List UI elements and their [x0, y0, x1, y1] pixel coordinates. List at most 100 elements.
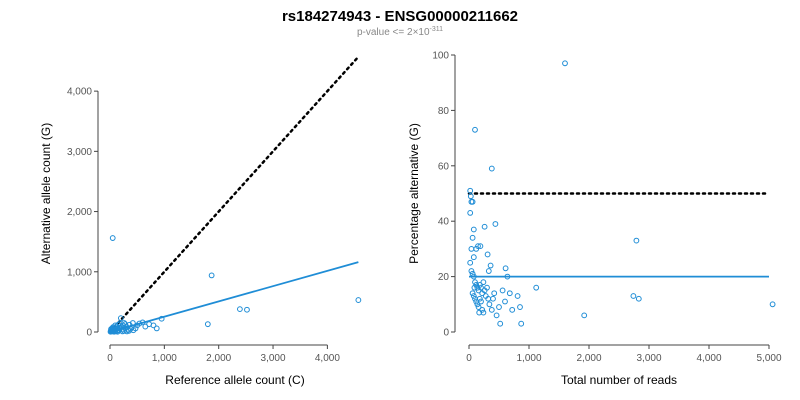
- data-point: [472, 126, 478, 133]
- x-tick-label: 2,000: [206, 353, 231, 364]
- data-point: [518, 320, 525, 327]
- data-point: [469, 198, 476, 205]
- data-point: [477, 243, 484, 250]
- y-tick-label: 1,000: [67, 267, 92, 278]
- x-tick-label: 4,000: [315, 353, 340, 364]
- data-point: [499, 287, 506, 294]
- data-point: [533, 284, 540, 291]
- left-scatter-panel: 0 1,000 2,000 3,000 4,000 0 1,000 2,000 3,000 4,0…: [39, 55, 362, 387]
- data-point: [633, 237, 640, 244]
- x-tick-label: 3,000: [636, 353, 661, 364]
- data-point: [497, 320, 504, 327]
- y-tick-label: 3,000: [67, 147, 92, 158]
- data-point: [121, 327, 128, 334]
- data-point: [470, 273, 477, 280]
- data-point: [470, 226, 477, 233]
- data-point: [134, 322, 141, 329]
- data-point: [474, 301, 481, 308]
- data-point: [114, 328, 121, 335]
- data-point: [478, 284, 484, 291]
- data-point: [478, 298, 484, 305]
- data-point: [467, 193, 474, 200]
- x-tick-label: 0: [107, 353, 113, 364]
- y-axis-label: Percentage alternative (G): [407, 123, 421, 264]
- x-tick-label: 2,000: [576, 353, 601, 364]
- data-point: [127, 326, 134, 332]
- data-point: [158, 315, 165, 322]
- y-tick-label: 2,000: [67, 207, 92, 218]
- data-point: [581, 312, 588, 319]
- y-tick-label: 40: [438, 217, 450, 228]
- subtitle-prefix: p-value <= 2×10: [357, 27, 430, 38]
- data-point: [481, 223, 488, 230]
- data-point: [475, 304, 482, 310]
- data-point: [514, 293, 521, 299]
- data-point: [208, 272, 215, 279]
- data-point: [469, 270, 476, 277]
- data-point: [111, 328, 117, 335]
- data-point: [502, 298, 508, 305]
- data-point: [635, 295, 642, 302]
- data-point: [509, 306, 516, 313]
- data-point: [486, 301, 493, 308]
- data-point: [496, 304, 502, 310]
- data-point: [109, 235, 116, 241]
- data-point: [488, 306, 495, 313]
- y-tick-label: 100: [432, 51, 449, 62]
- data-point: [476, 309, 483, 316]
- data-point: [107, 328, 114, 335]
- data-point: [506, 290, 513, 297]
- x-tick-label: 3,000: [261, 353, 286, 364]
- y-tick-label: 80: [438, 106, 450, 117]
- x-tick-label: 1,000: [516, 353, 541, 364]
- data-point: [467, 209, 474, 216]
- data-point: [468, 246, 475, 252]
- right-scatter-panel: 0 1,000 2,000 3,000 4,000 5,000 0 20 40 60 80 100 To…: [407, 51, 782, 388]
- data-point: [117, 315, 124, 322]
- chart-subtitle: p-value <= 2×10-311: [357, 26, 443, 38]
- data-point: [469, 290, 476, 297]
- data-point: [484, 251, 491, 258]
- y-tick-label: 60: [438, 161, 450, 172]
- data-point: [491, 290, 498, 297]
- data-point: [562, 60, 568, 67]
- data-point: [472, 279, 478, 286]
- y-tick-label: 20: [438, 272, 450, 283]
- data-point: [490, 295, 496, 302]
- data-point: [476, 295, 483, 302]
- data-point: [485, 268, 492, 274]
- fit-line: [109, 261, 359, 333]
- data-point: [142, 323, 149, 330]
- chart-title: rs184274943 - ENSG00000211662: [282, 8, 518, 25]
- data-point: [467, 187, 474, 194]
- data-point: [480, 309, 487, 316]
- x-tick-label: 4,000: [696, 353, 721, 364]
- y-tick-label: 4,000: [67, 87, 92, 98]
- data-point: [204, 321, 211, 328]
- data-point: [471, 284, 478, 291]
- data-point: [502, 265, 509, 272]
- data-point: [469, 234, 476, 241]
- data-point: [480, 279, 487, 286]
- x-axis-label: Reference allele count (C): [165, 373, 304, 387]
- data-point: [355, 297, 362, 303]
- data-point: [112, 322, 119, 329]
- x-tick-label: 0: [466, 353, 472, 364]
- data-point: [467, 259, 474, 266]
- data-point: [630, 293, 637, 299]
- data-point: [488, 165, 495, 172]
- y-tick-label: 0: [86, 328, 92, 339]
- y-axis-label: Alternative allele count (G): [39, 123, 53, 264]
- y-tick-label: 0: [443, 328, 449, 339]
- data-point: [236, 306, 243, 313]
- data-point: [129, 320, 136, 326]
- x-tick-label: 5,000: [756, 353, 781, 364]
- data-point: [476, 282, 483, 288]
- data-point: [470, 293, 477, 299]
- data-point: [153, 325, 160, 332]
- data-point: [139, 319, 146, 326]
- data-point: [493, 312, 500, 319]
- subtitle-exponent: -311: [430, 26, 444, 33]
